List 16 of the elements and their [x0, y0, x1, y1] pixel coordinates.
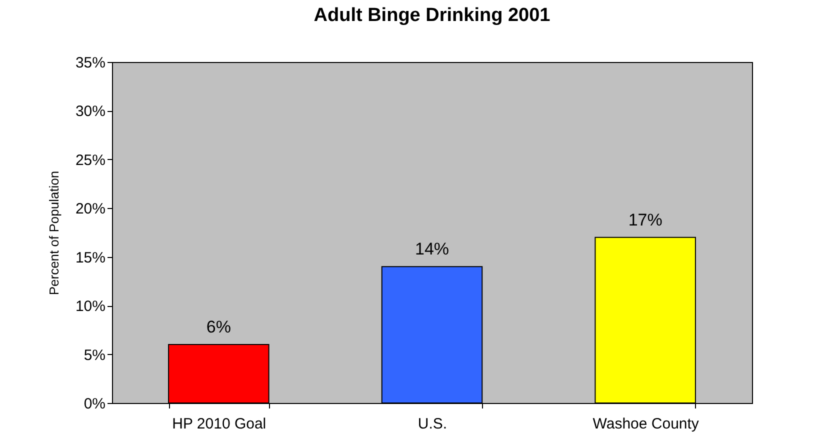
- y-tick-label: 10%: [75, 298, 106, 316]
- x-tick-label: Washoe County: [592, 416, 700, 432]
- x-tick-label: HP 2010 Goal: [172, 416, 266, 432]
- y-tick-label: 0%: [84, 396, 106, 412]
- data-label: 14%: [414, 240, 450, 259]
- x-tick-label: U.S.: [418, 416, 448, 432]
- y-tick-label: 15%: [75, 249, 106, 266]
- chart-title: Adult Binge Drinking 2001: [314, 5, 551, 26]
- y-tick-label: 20%: [75, 200, 106, 218]
- data-label: 6%: [206, 318, 231, 337]
- y-tick-label: 35%: [75, 54, 106, 72]
- y-tick-label: 30%: [75, 103, 106, 120]
- data-label: 17%: [628, 210, 662, 230]
- y-tick-label: 25%: [75, 152, 106, 169]
- y-axis-title: Percent of Population: [46, 170, 62, 296]
- y-tick-label: 5%: [84, 346, 106, 364]
